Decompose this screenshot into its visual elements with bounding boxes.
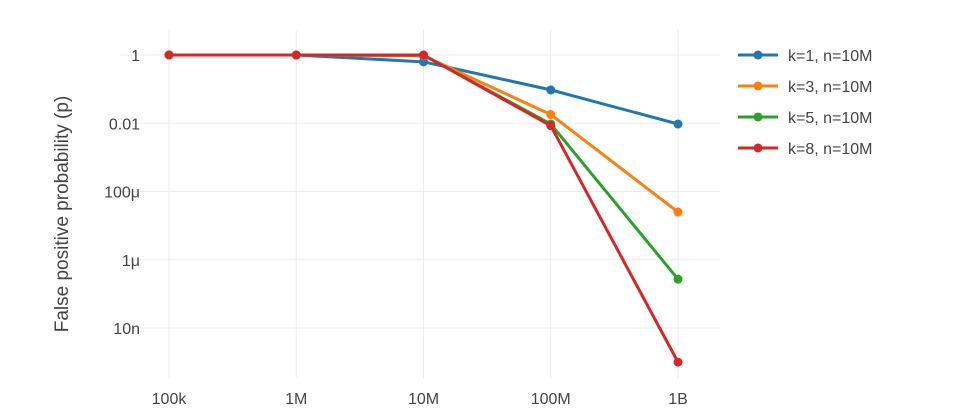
y-tick-label: 1μ	[122, 253, 140, 270]
data-point	[673, 274, 683, 284]
y-tick-label: 0.01	[109, 116, 140, 133]
legend-item[interactable]: k=5, n=10M	[738, 110, 873, 127]
y-axis-ticks: 1 0.01 100μ 1μ 10n	[104, 48, 140, 338]
data-point	[419, 50, 428, 60]
legend-item[interactable]: k=8, n=10M	[738, 141, 873, 158]
y-tick-label: 100μ	[104, 185, 140, 202]
data-point	[673, 119, 683, 129]
data-point	[291, 50, 301, 60]
legend-swatch-point	[753, 50, 763, 60]
y-tick-label: 1	[131, 48, 140, 65]
legend-swatch-point	[753, 112, 763, 122]
data-point	[546, 110, 556, 120]
legend-label: k=1, n=10M	[788, 48, 873, 65]
legend-swatch-point	[753, 143, 763, 153]
series-4	[164, 50, 683, 367]
x-tick-label: 100M	[531, 391, 571, 408]
x-tick-label: 100k	[152, 391, 188, 408]
x-tick-label: 1M	[285, 391, 307, 408]
legend-label: k=8, n=10M	[788, 141, 873, 158]
legend-item[interactable]: k=1, n=10M	[738, 48, 873, 65]
legend-swatch-point	[753, 81, 763, 91]
data-point	[546, 85, 556, 95]
data-point	[673, 207, 683, 217]
series	[164, 50, 683, 367]
legend-label: k=5, n=10M	[788, 110, 873, 127]
legend-label: k=3, n=10M	[788, 79, 873, 96]
x-tick-label: 1B	[668, 391, 688, 408]
data-point	[673, 357, 683, 367]
legend-item[interactable]: k=3, n=10M	[738, 79, 873, 96]
x-tick-label: 10M	[408, 391, 439, 408]
legend[interactable]: k=1, n=10M k=3, n=10M k=5, n=10M k=8, n=10M	[738, 48, 873, 158]
data-point	[546, 121, 556, 131]
data-point	[164, 50, 174, 60]
y-tick-label: 10n	[113, 321, 140, 338]
x-axis-ticks: 100k 1M 10M 100M 1B	[152, 391, 688, 408]
grid	[120, 30, 720, 378]
y-axis-title: False positive probability (p)	[52, 96, 73, 333]
